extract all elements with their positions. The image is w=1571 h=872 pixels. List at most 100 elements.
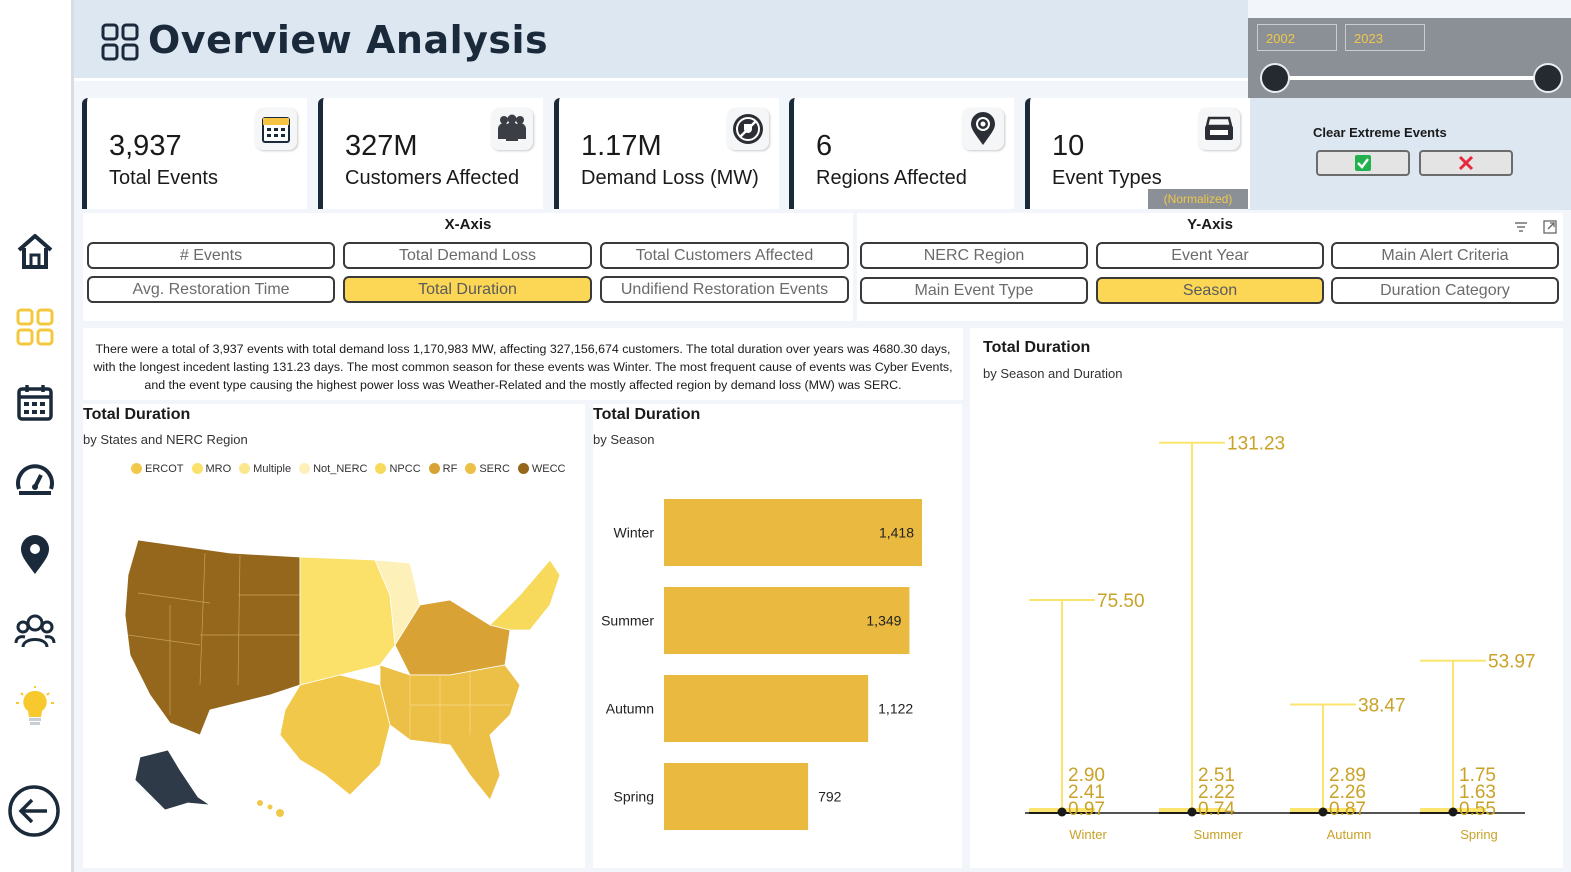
x-option-avg-restoration-time[interactable]: Avg. Restoration Time	[87, 276, 335, 303]
value-label: 2.89	[1329, 765, 1366, 786]
speedometer-icon[interactable]	[10, 454, 60, 504]
legend-item[interactable]: MRO	[191, 463, 231, 475]
bar-chart-subtitle: by Season	[593, 432, 655, 447]
range-chart-title: Total Duration	[983, 339, 1091, 356]
legend-item[interactable]: RF	[428, 463, 457, 475]
bar-value-label: 1,349	[866, 613, 901, 629]
y-option-season[interactable]: Season	[1096, 277, 1324, 304]
lightbulb-icon[interactable]	[10, 682, 60, 732]
slider-end-handle[interactable]	[1533, 63, 1563, 93]
kpi-value: 327M	[345, 130, 418, 162]
value-label: 1.63	[1459, 782, 1496, 803]
page-title: Overview Analysis	[148, 18, 549, 62]
bar	[664, 675, 869, 742]
home-icon[interactable]	[10, 226, 60, 276]
bar-category-label: Winter	[614, 525, 655, 541]
x-option-total-customers-affected[interactable]: Total Customers Affected	[600, 242, 849, 269]
median-point	[1448, 807, 1458, 817]
expand-icon[interactable]	[1542, 219, 1558, 235]
kpi-value: 6	[816, 130, 833, 162]
legend-item[interactable]: SERC	[465, 463, 510, 475]
max-value-label: 38.47	[1358, 695, 1406, 716]
value-label: 0.97	[1068, 799, 1105, 820]
kpi-value: 3,937	[109, 130, 182, 162]
users-icon[interactable]	[10, 606, 60, 656]
category-label: Spring	[1460, 827, 1498, 842]
calendar-icon	[255, 108, 297, 150]
kpi-demand-loss: 1.17M Demand Loss (MW)	[554, 98, 779, 209]
kpi-label: Total Events	[109, 167, 218, 189]
filter-icon[interactable]	[1513, 219, 1529, 233]
x-option-total-demand-loss[interactable]: Total Demand Loss	[343, 242, 592, 269]
clear-button[interactable]	[1419, 150, 1513, 176]
calendar-icon[interactable]	[10, 378, 60, 428]
value-label: 2.22	[1198, 782, 1235, 803]
x-option-total-duration[interactable]: Total Duration	[343, 276, 592, 303]
y-axis-title: Y-Axis	[1187, 216, 1233, 233]
kpi-customers-affected: 327M Customers Affected	[318, 98, 543, 209]
year-start-input[interactable]: 2002	[1257, 24, 1337, 51]
grid-icon[interactable]	[10, 302, 60, 352]
header-divider	[74, 78, 1248, 81]
x-option-events[interactable]: # Events	[87, 242, 335, 269]
location-pin-icon[interactable]	[10, 530, 60, 580]
median-point	[1318, 807, 1328, 817]
bar-value-label: 792	[818, 789, 842, 805]
value-label: 2.90	[1068, 765, 1105, 786]
max-value-label: 131.23	[1227, 434, 1285, 455]
bar	[664, 763, 809, 830]
legend-item[interactable]: Not_NERC	[299, 463, 367, 475]
map-subtitle: by States and NERC Region	[83, 432, 248, 447]
y-option-duration-category[interactable]: Duration Category	[1331, 277, 1559, 304]
confirm-button[interactable]	[1316, 150, 1410, 176]
map-pin-icon	[962, 108, 1004, 150]
region-hawaii	[257, 800, 284, 817]
category-label: Winter	[1069, 827, 1107, 842]
value-label: 0.87	[1329, 799, 1366, 820]
bar-category-label: Summer	[601, 613, 654, 629]
value-label: 0.55	[1459, 799, 1496, 820]
value-label: 0.74	[1198, 799, 1235, 820]
kpi-label: Customers Affected	[345, 167, 520, 189]
range-chart[interactable]: 75.50 2.902.410.97 Winter 131.23 2.512.220.7…	[970, 395, 1563, 855]
y-option-main-event-type[interactable]: Main Event Type	[860, 277, 1088, 304]
median-point	[1057, 807, 1067, 817]
legend-item[interactable]: ERCOT	[131, 463, 184, 475]
legend-item[interactable]: Multiple	[239, 463, 291, 475]
legend-item[interactable]: WECC	[517, 463, 566, 475]
kpi-value: 10	[1052, 130, 1085, 162]
y-option-event-year[interactable]: Event Year	[1096, 242, 1324, 269]
x-option-undefined-restoration-events[interactable]: Undifiend Restoration Events	[600, 276, 849, 303]
bar-value-label: 1,122	[878, 701, 913, 717]
nav-divider	[71, 0, 74, 872]
us-states-map[interactable]	[110, 535, 570, 825]
region-npcc	[489, 559, 561, 631]
value-label: 2.41	[1068, 782, 1105, 803]
back-arrow-icon[interactable]	[6, 783, 62, 839]
bar	[664, 587, 910, 654]
people-group-icon	[491, 108, 533, 150]
map-title: Total Duration	[83, 406, 191, 423]
max-value-label: 53.97	[1488, 652, 1536, 673]
legend-item[interactable]: NPCC	[375, 463, 421, 475]
region-wecc	[124, 539, 301, 736]
kpi-label: Event Types	[1052, 167, 1162, 189]
slider-start-handle[interactable]	[1260, 63, 1290, 93]
slider-track[interactable]	[1276, 76, 1548, 80]
left-navigation	[0, 0, 71, 872]
bar-chart[interactable]: Winter 1,418 Summer 1,349 Autumn 1,122 Spring 7…	[593, 480, 962, 850]
y-option-nerc-region[interactable]: NERC Region	[860, 242, 1088, 269]
bar	[664, 499, 922, 566]
kpi-event-types: 10 Event Types	[1025, 98, 1250, 209]
kpi-total-events: 3,937 Total Events	[82, 98, 307, 209]
year-end-input[interactable]: 2023	[1345, 24, 1425, 51]
bar-value-label: 1,418	[879, 525, 914, 541]
kpi-label: Regions Affected	[816, 167, 967, 189]
smart-narrative: There were a total of 3,937 events with …	[83, 328, 963, 400]
check-icon	[1355, 155, 1371, 171]
category-label: Summer	[1193, 827, 1243, 842]
no-power-icon	[727, 108, 769, 150]
kpi-regions-affected: 6 Regions Affected	[789, 98, 1014, 209]
y-option-main-alert-criteria[interactable]: Main Alert Criteria	[1331, 242, 1559, 269]
category-label: Autumn	[1327, 827, 1372, 842]
